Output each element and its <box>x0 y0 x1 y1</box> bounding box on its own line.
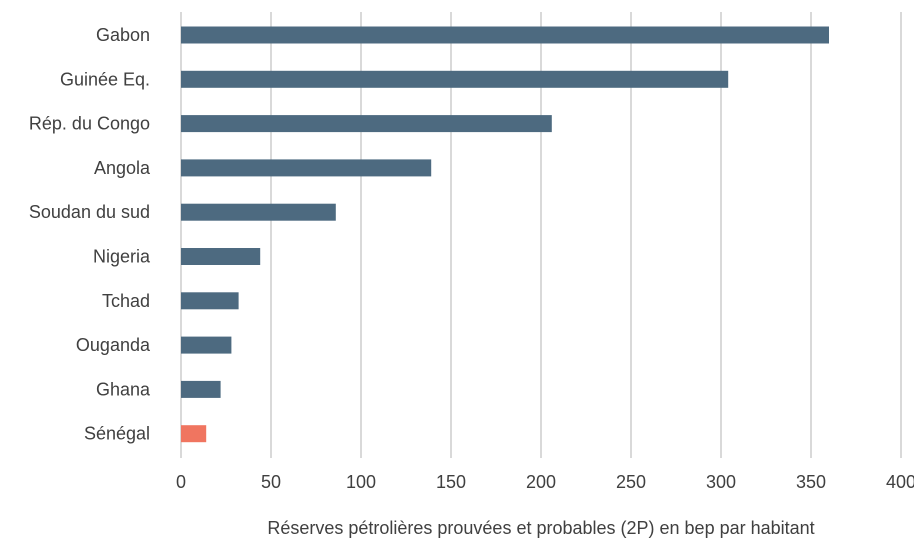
category-label: Tchad <box>102 291 150 311</box>
category-labels: Gabon Guinée Eq. Rép. du Congo Angola Soudan… <box>29 25 151 444</box>
category-label: Nigeria <box>93 247 151 267</box>
category-label: Soudan du sud <box>29 202 150 222</box>
x-tick-label: 300 <box>706 472 736 492</box>
x-tick-labels: 0 50 100 150 200 250 300 350 400 <box>176 472 914 492</box>
x-tick-label: 150 <box>436 472 466 492</box>
x-tick-label: 400 <box>886 472 914 492</box>
bar <box>181 203 336 221</box>
bars <box>181 26 829 443</box>
x-axis-title: Réserves pétrolières prouvées et probabl… <box>267 518 814 538</box>
bar <box>181 336 232 354</box>
bar <box>181 380 221 398</box>
x-tick-label: 200 <box>526 472 556 492</box>
category-label: Sénégal <box>84 424 150 444</box>
bar <box>181 248 261 265</box>
bar <box>181 425 207 443</box>
category-label: Rép. du Congo <box>29 114 150 134</box>
x-tick-label: 350 <box>796 472 826 492</box>
category-label: Guinée Eq. <box>60 69 150 89</box>
x-tick-label: 250 <box>616 472 646 492</box>
category-label: Angola <box>94 158 151 178</box>
category-label: Gabon <box>96 25 150 45</box>
category-label: Ghana <box>96 379 151 399</box>
bar <box>181 159 432 177</box>
category-label: Ouganda <box>76 335 151 355</box>
bar <box>181 292 239 310</box>
x-tick-label: 100 <box>346 472 376 492</box>
bar <box>181 26 829 44</box>
bar <box>181 115 552 133</box>
bar <box>181 70 729 88</box>
x-tick-label: 50 <box>261 472 281 492</box>
x-tick-label: 0 <box>176 472 186 492</box>
